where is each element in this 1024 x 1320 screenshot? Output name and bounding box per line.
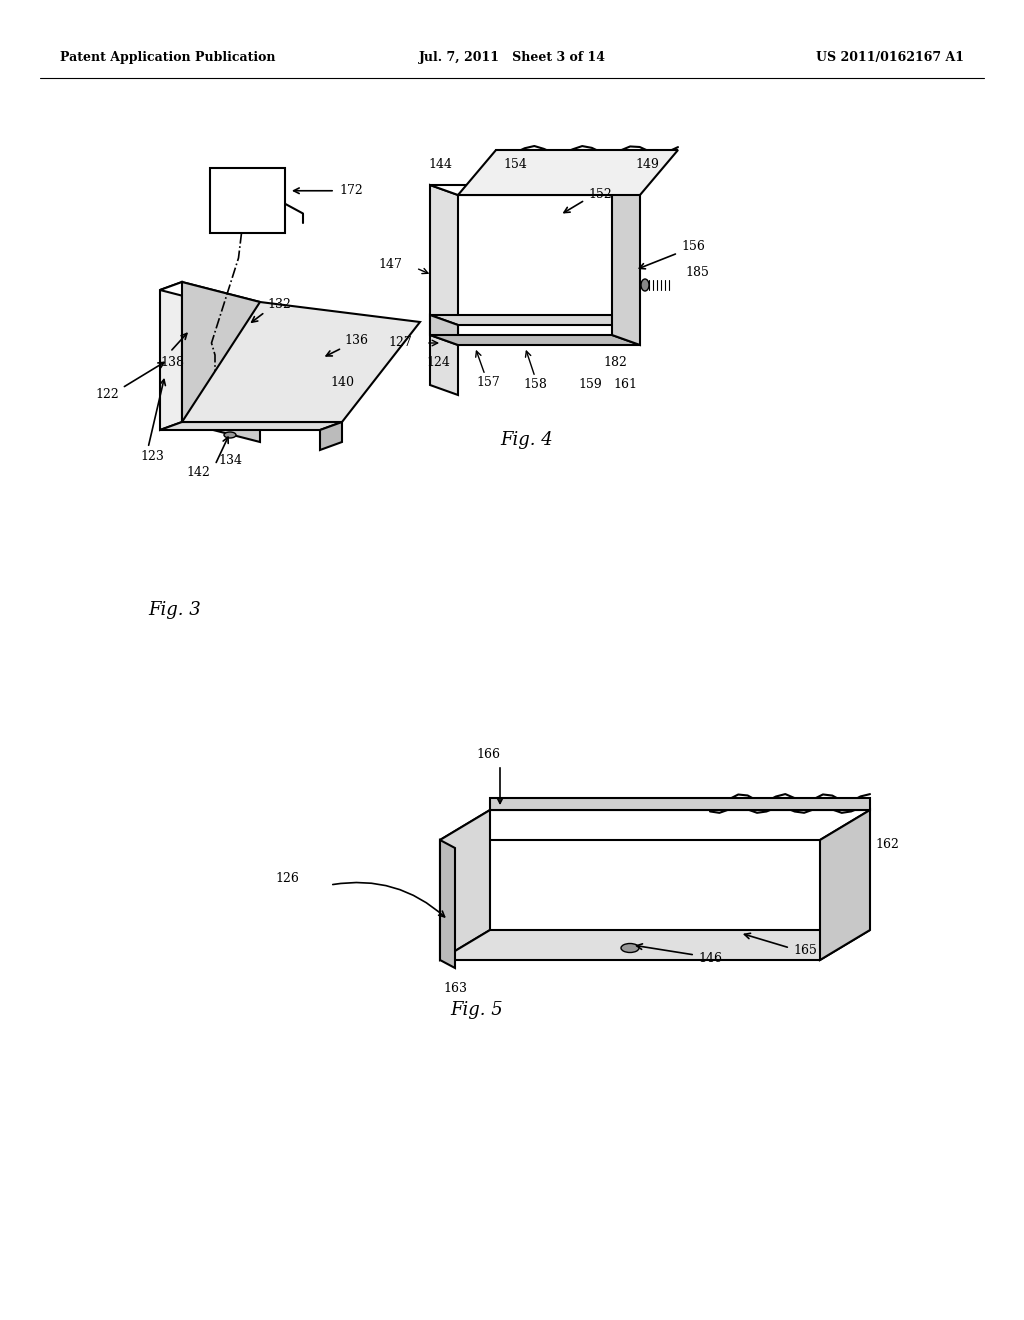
Polygon shape xyxy=(182,282,260,442)
Text: 147: 147 xyxy=(378,259,402,272)
Text: 165: 165 xyxy=(793,944,817,957)
Text: 126: 126 xyxy=(275,871,299,884)
Polygon shape xyxy=(440,931,870,960)
Polygon shape xyxy=(440,840,455,968)
Polygon shape xyxy=(458,150,678,195)
Text: 124: 124 xyxy=(426,356,450,370)
Polygon shape xyxy=(430,185,640,195)
Polygon shape xyxy=(182,302,420,422)
Text: 123: 123 xyxy=(140,450,164,462)
Text: 138: 138 xyxy=(160,355,184,368)
Polygon shape xyxy=(430,335,640,345)
Text: 157: 157 xyxy=(476,376,500,389)
Polygon shape xyxy=(160,282,260,310)
Polygon shape xyxy=(490,799,870,810)
Text: 134: 134 xyxy=(218,454,242,466)
Text: 158: 158 xyxy=(523,379,547,392)
Ellipse shape xyxy=(224,432,236,438)
Text: Jul. 7, 2011   Sheet 3 of 14: Jul. 7, 2011 Sheet 3 of 14 xyxy=(419,51,605,65)
Text: 144: 144 xyxy=(428,158,452,172)
FancyBboxPatch shape xyxy=(210,168,285,234)
Text: Patent Application Publication: Patent Application Publication xyxy=(60,51,275,65)
Polygon shape xyxy=(319,422,342,450)
Text: 162: 162 xyxy=(874,838,899,851)
Text: 132: 132 xyxy=(267,298,291,312)
Text: 122: 122 xyxy=(95,388,119,401)
Polygon shape xyxy=(440,810,490,960)
Text: 140: 140 xyxy=(330,375,354,388)
Polygon shape xyxy=(820,810,870,960)
Text: 152: 152 xyxy=(588,189,611,202)
Text: Fig. 5: Fig. 5 xyxy=(450,1001,503,1019)
Text: 146: 146 xyxy=(698,952,722,965)
Ellipse shape xyxy=(621,944,639,953)
Text: 172: 172 xyxy=(339,185,362,197)
Polygon shape xyxy=(430,315,458,345)
Polygon shape xyxy=(160,282,182,430)
Text: 127: 127 xyxy=(388,337,412,350)
Text: 182: 182 xyxy=(603,356,627,370)
Polygon shape xyxy=(612,185,640,345)
Text: US 2011/0162167 A1: US 2011/0162167 A1 xyxy=(816,51,964,65)
Text: 156: 156 xyxy=(681,240,705,253)
Ellipse shape xyxy=(641,279,649,290)
Text: 149: 149 xyxy=(635,158,658,172)
Text: 166: 166 xyxy=(476,748,500,762)
Text: 142: 142 xyxy=(186,466,210,479)
Text: 185: 185 xyxy=(685,267,709,280)
Text: Fig. 4: Fig. 4 xyxy=(500,432,553,449)
Text: 136: 136 xyxy=(344,334,368,346)
Polygon shape xyxy=(440,810,870,840)
Polygon shape xyxy=(430,185,458,395)
Text: 154: 154 xyxy=(503,158,527,172)
Polygon shape xyxy=(430,315,640,325)
Text: 163: 163 xyxy=(443,982,467,994)
Text: 159: 159 xyxy=(579,379,602,392)
Polygon shape xyxy=(160,422,342,430)
Text: Fig. 3: Fig. 3 xyxy=(148,601,201,619)
Text: 161: 161 xyxy=(613,379,637,392)
